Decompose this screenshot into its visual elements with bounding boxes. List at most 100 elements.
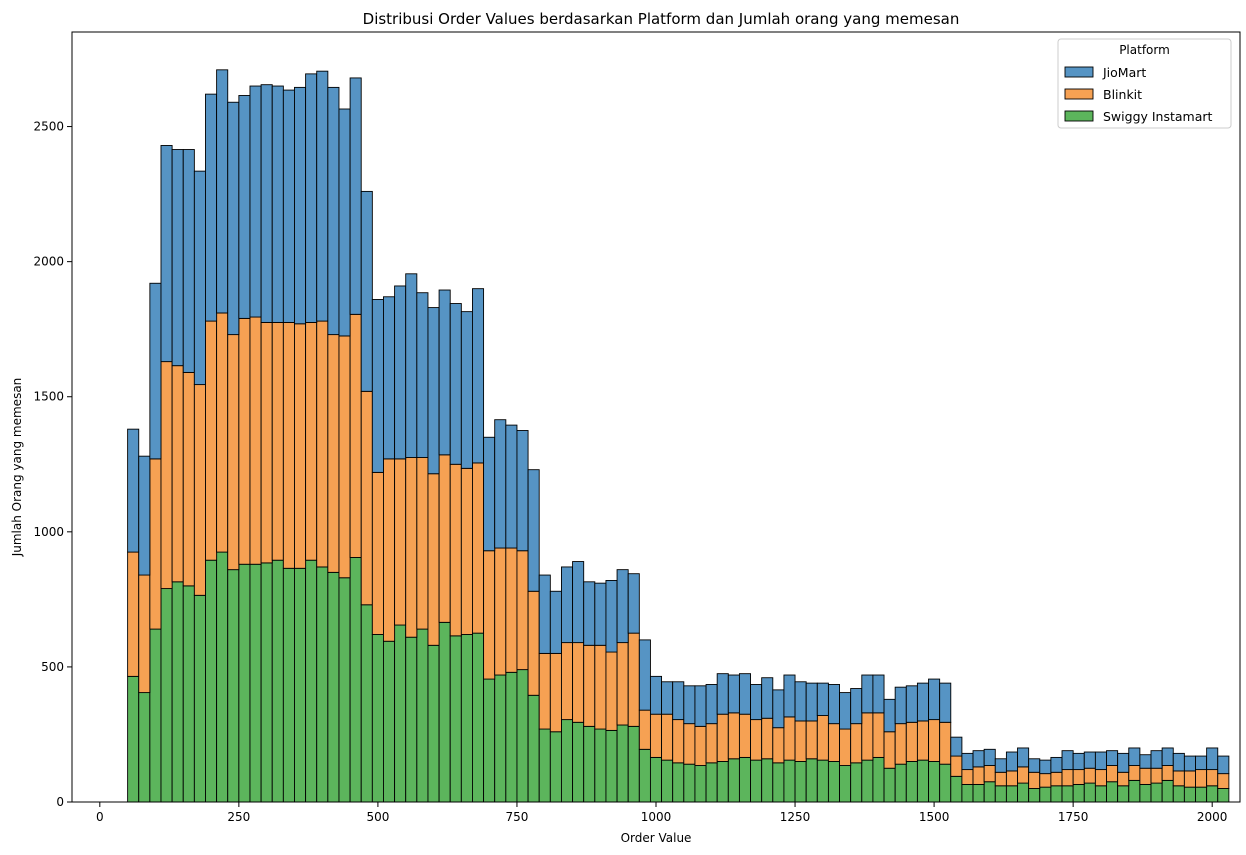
x-tick-label-1250: 1250 [780,810,811,824]
bar-swiggy-instamart-75 [961,783,974,803]
bar-jiomart-2 [149,282,162,460]
bar-blinkit-79 [1005,770,1018,787]
bar-blinkit-16 [305,321,318,561]
bar-swiggy-instamart-54 [727,758,740,803]
bar-jiomart-47 [649,675,663,715]
bar-blinkit-70 [905,721,918,762]
bar-swiggy-instamart-97 [1206,785,1219,803]
bar-blinkit-77 [983,765,996,783]
bar-blinkit-4 [171,365,184,583]
bar-swiggy-instamart-2 [149,628,162,803]
bar-jiomart-63 [827,684,840,725]
chart-title: Distribusi Order Values berdasarkan Plat… [363,10,960,28]
bar-jiomart-97 [1206,747,1219,771]
bar-blinkit-20 [349,313,362,558]
bar-swiggy-instamart-98 [1217,788,1230,803]
bar-jiomart-5 [182,149,195,373]
bar-jiomart-21 [360,190,373,392]
bar-swiggy-instamart-77 [983,781,996,803]
bar-blinkit-14 [282,321,295,569]
bar-jiomart-94 [1172,752,1185,772]
bar-blinkit-47 [649,713,663,758]
bar-jiomart-27 [427,307,440,475]
bar-jiomart-28 [438,289,451,456]
bar-jiomart-60 [794,681,807,722]
bar-jiomart-11 [249,85,262,318]
bar-blinkit-67 [872,712,885,758]
bar-jiomart-36 [527,469,540,592]
bar-swiggy-instamart-4 [171,581,184,803]
bar-jiomart-15 [294,86,307,325]
bar-swiggy-instamart-52 [705,762,718,803]
bar-swiggy-instamart-61 [805,758,818,803]
y-tick-label-500: 500 [41,660,64,674]
bar-blinkit-63 [827,723,840,762]
bar-blinkit-89 [1117,771,1130,787]
bar-swiggy-instamart-38 [549,731,562,803]
bar-swiggy-instamart-14 [282,567,295,803]
bar-swiggy-instamart-7 [205,559,218,803]
y-axis: 0 500 1000 1500 2000 2500 [33,120,72,809]
bar-jiomart-77 [983,748,996,766]
bar-blinkit-7 [205,320,218,561]
bar-jiomart-74 [950,736,963,757]
x-axis: 0 250 500 750 1000 1250 1500 1750 2000 [96,802,1227,824]
bar-swiggy-instamart-17 [316,566,329,803]
bar-jiomart-44 [616,569,629,644]
bar-jiomart-26 [416,292,429,458]
bar-jiomart-58 [772,689,785,729]
bar-blinkit-61 [805,720,818,760]
bar-jiomart-30 [460,311,473,469]
bar-jiomart-9 [227,101,240,336]
bar-blinkit-0 [127,551,140,677]
bar-blinkit-68 [883,731,896,769]
bar-blinkit-60 [794,720,807,762]
bar-jiomart-45 [627,573,640,634]
bar-jiomart-65 [850,688,863,725]
bar-jiomart-54 [727,674,740,714]
bar-blinkit-76 [972,766,985,785]
bar-swiggy-instamart-80 [1017,782,1030,803]
bar-jiomart-46 [638,639,651,711]
bar-swiggy-instamart-24 [394,624,407,803]
bar-jiomart-35 [516,430,529,552]
bar-swiggy-instamart-63 [827,761,840,803]
bar-blinkit-98 [1217,773,1230,789]
bar-blinkit-22 [371,471,384,635]
bar-blinkit-11 [249,316,262,565]
bar-swiggy-instamart-15 [294,567,307,803]
bar-jiomart-92 [1150,750,1163,769]
bar-swiggy-instamart-79 [1005,785,1018,803]
bar-blinkit-86 [1083,767,1096,784]
bar-swiggy-instamart-53 [716,761,729,803]
bar-jiomart-57 [761,677,774,719]
x-axis-label: Order Value [621,831,692,845]
bar-swiggy-instamart-43 [605,729,618,803]
bar-swiggy-instamart-76 [972,783,985,803]
bar-jiomart-78 [994,758,1007,773]
bar-blinkit-15 [294,323,307,569]
bar-blinkit-59 [783,716,796,761]
bar-blinkit-44 [616,642,629,726]
bar-blinkit-19 [338,335,351,579]
bar-blinkit-78 [994,771,1007,787]
bar-blinkit-17 [316,320,329,568]
bar-swiggy-instamart-57 [761,758,774,803]
bar-jiomart-53 [716,673,729,715]
bar-blinkit-64 [839,728,852,766]
bar-swiggy-instamart-5 [182,585,195,803]
bar-blinkit-54 [727,712,740,760]
bar-blinkit-28 [438,454,451,623]
bar-jiomart-38 [549,590,562,654]
bar-jiomart-89 [1117,752,1130,773]
bar-jiomart-20 [349,77,362,315]
bar-jiomart-41 [583,581,596,646]
bar-jiomart-55 [738,673,752,715]
bar-swiggy-instamart-40 [572,721,585,803]
bar-blinkit-18 [327,334,340,573]
bar-swiggy-instamart-3 [160,588,173,803]
bar-swiggy-instamart-46 [638,748,651,803]
bar-jiomart-85 [1072,752,1085,771]
bar-swiggy-instamart-84 [1061,785,1074,803]
bar-blinkit-40 [572,642,585,723]
